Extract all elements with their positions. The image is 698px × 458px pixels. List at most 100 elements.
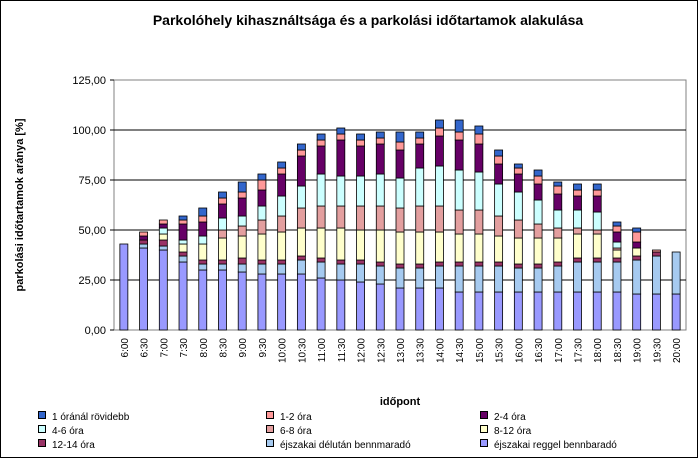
bar-segment — [277, 273, 287, 331]
bar-segment — [277, 215, 287, 233]
bar-segment — [553, 193, 563, 211]
bar-segment — [218, 191, 227, 199]
bar-segment — [435, 261, 444, 267]
bar-segment — [454, 139, 464, 171]
bar-segment — [158, 227, 168, 235]
bar-segment — [415, 267, 425, 289]
bar-segment — [158, 219, 168, 225]
bar-segment — [178, 239, 188, 245]
bar-segment — [336, 227, 346, 261]
bar-segment — [395, 131, 405, 143]
legend: 1 óránál rövidebb 1-2 óra 2-4 óra 4-6 óra 6-… — [38, 411, 678, 455]
y-tick-label: 25,00 — [78, 275, 106, 287]
bar-segment — [356, 145, 365, 177]
bar-segment — [257, 205, 267, 221]
bar-segment — [395, 177, 405, 209]
bar-segment — [316, 227, 326, 259]
bar-segment — [592, 291, 602, 331]
bar-segment — [178, 219, 188, 225]
legend-item: 4-6 óra — [38, 425, 84, 438]
legend-label: 1 óránál rövidebb — [52, 412, 130, 423]
bar-segment — [139, 243, 148, 249]
bar-segment — [652, 255, 661, 295]
x-tick-label: 10:00 — [278, 338, 289, 363]
x-tick-label: 9:30 — [258, 338, 269, 358]
bar-segment — [513, 291, 523, 331]
x-tick-label: 6:00 — [120, 338, 131, 358]
bar-segment — [277, 263, 287, 275]
bar-segment — [612, 225, 622, 233]
bar-segment — [375, 173, 385, 207]
bar-segment — [494, 265, 504, 293]
bar-segment — [474, 291, 484, 331]
legend-swatch — [38, 425, 46, 433]
bar-segment — [435, 165, 444, 207]
bar-segment — [198, 243, 208, 261]
bar-segment — [336, 133, 346, 141]
x-tick-label: 16:30 — [534, 338, 545, 363]
legend-label: 6-8 óra — [280, 426, 312, 437]
bar-segment — [474, 209, 484, 235]
bar-segment — [533, 291, 543, 331]
bar-segment — [218, 197, 227, 205]
legend-item: 1-2 óra — [266, 411, 312, 424]
bar-segment — [257, 263, 267, 275]
bar-segment — [494, 183, 504, 217]
bar-segment — [375, 229, 385, 263]
legend-item: 1 óránál rövidebb — [38, 411, 129, 424]
legend-swatch — [266, 411, 274, 419]
bar-segment — [316, 205, 326, 229]
bar-segment — [652, 249, 661, 253]
bar-segment — [395, 263, 405, 269]
bar-segment — [632, 255, 642, 261]
bar-segment — [139, 247, 148, 331]
bar-segment — [277, 195, 287, 217]
x-tick-label: 12:00 — [357, 338, 368, 363]
bar-segment — [218, 237, 227, 261]
x-tick-label: 8:30 — [218, 338, 229, 358]
bar-segment — [257, 233, 267, 261]
bar-segment — [178, 243, 188, 253]
bar-segment — [237, 181, 247, 193]
bar-segment — [218, 217, 227, 231]
bar-segment — [553, 237, 563, 263]
bar-segment — [474, 125, 484, 135]
bar-segment — [474, 233, 484, 263]
bar-segment — [454, 169, 464, 211]
bar-segment — [415, 143, 425, 169]
bar-segment — [494, 155, 504, 165]
bar-segment — [356, 205, 365, 231]
bar-segment — [178, 261, 188, 331]
x-tick-label: 17:00 — [554, 338, 565, 363]
bar-segment — [553, 291, 563, 331]
x-tick-label: 13:00 — [396, 338, 407, 363]
bar-segment — [316, 173, 326, 207]
bar-segment — [435, 135, 444, 167]
bar-segment — [218, 269, 227, 331]
bar-segment — [533, 263, 543, 269]
chart-title: Parkolóhely kihasználtsága és a parkolás… — [153, 12, 584, 28]
bar-segment — [533, 175, 543, 185]
bar-segment — [474, 143, 484, 173]
bar-segment — [296, 273, 306, 331]
bars — [119, 119, 681, 331]
bar-segment — [198, 269, 208, 331]
bar-segment — [652, 293, 661, 331]
bar-segment — [592, 233, 602, 259]
bar-segment — [592, 257, 602, 263]
x-axis-label: időpont — [380, 396, 421, 408]
bar-segment — [119, 243, 129, 331]
bar-segment — [632, 293, 642, 331]
y-axis-ticks: 0,00 25,00 50,00 75,00 100,00 125,00 — [72, 75, 114, 337]
x-tick-label: 7:30 — [179, 338, 190, 358]
bar-segment — [395, 141, 405, 151]
bar-segment — [336, 205, 346, 229]
bar-segment — [435, 205, 444, 233]
bar-segment — [158, 245, 168, 251]
x-tick-label: 10:30 — [297, 338, 308, 363]
bar-segment — [513, 237, 523, 265]
bar-segment — [632, 241, 642, 249]
bar-segment — [296, 255, 306, 261]
bar-segment — [573, 195, 582, 211]
x-tick-label: 11:30 — [337, 338, 348, 363]
